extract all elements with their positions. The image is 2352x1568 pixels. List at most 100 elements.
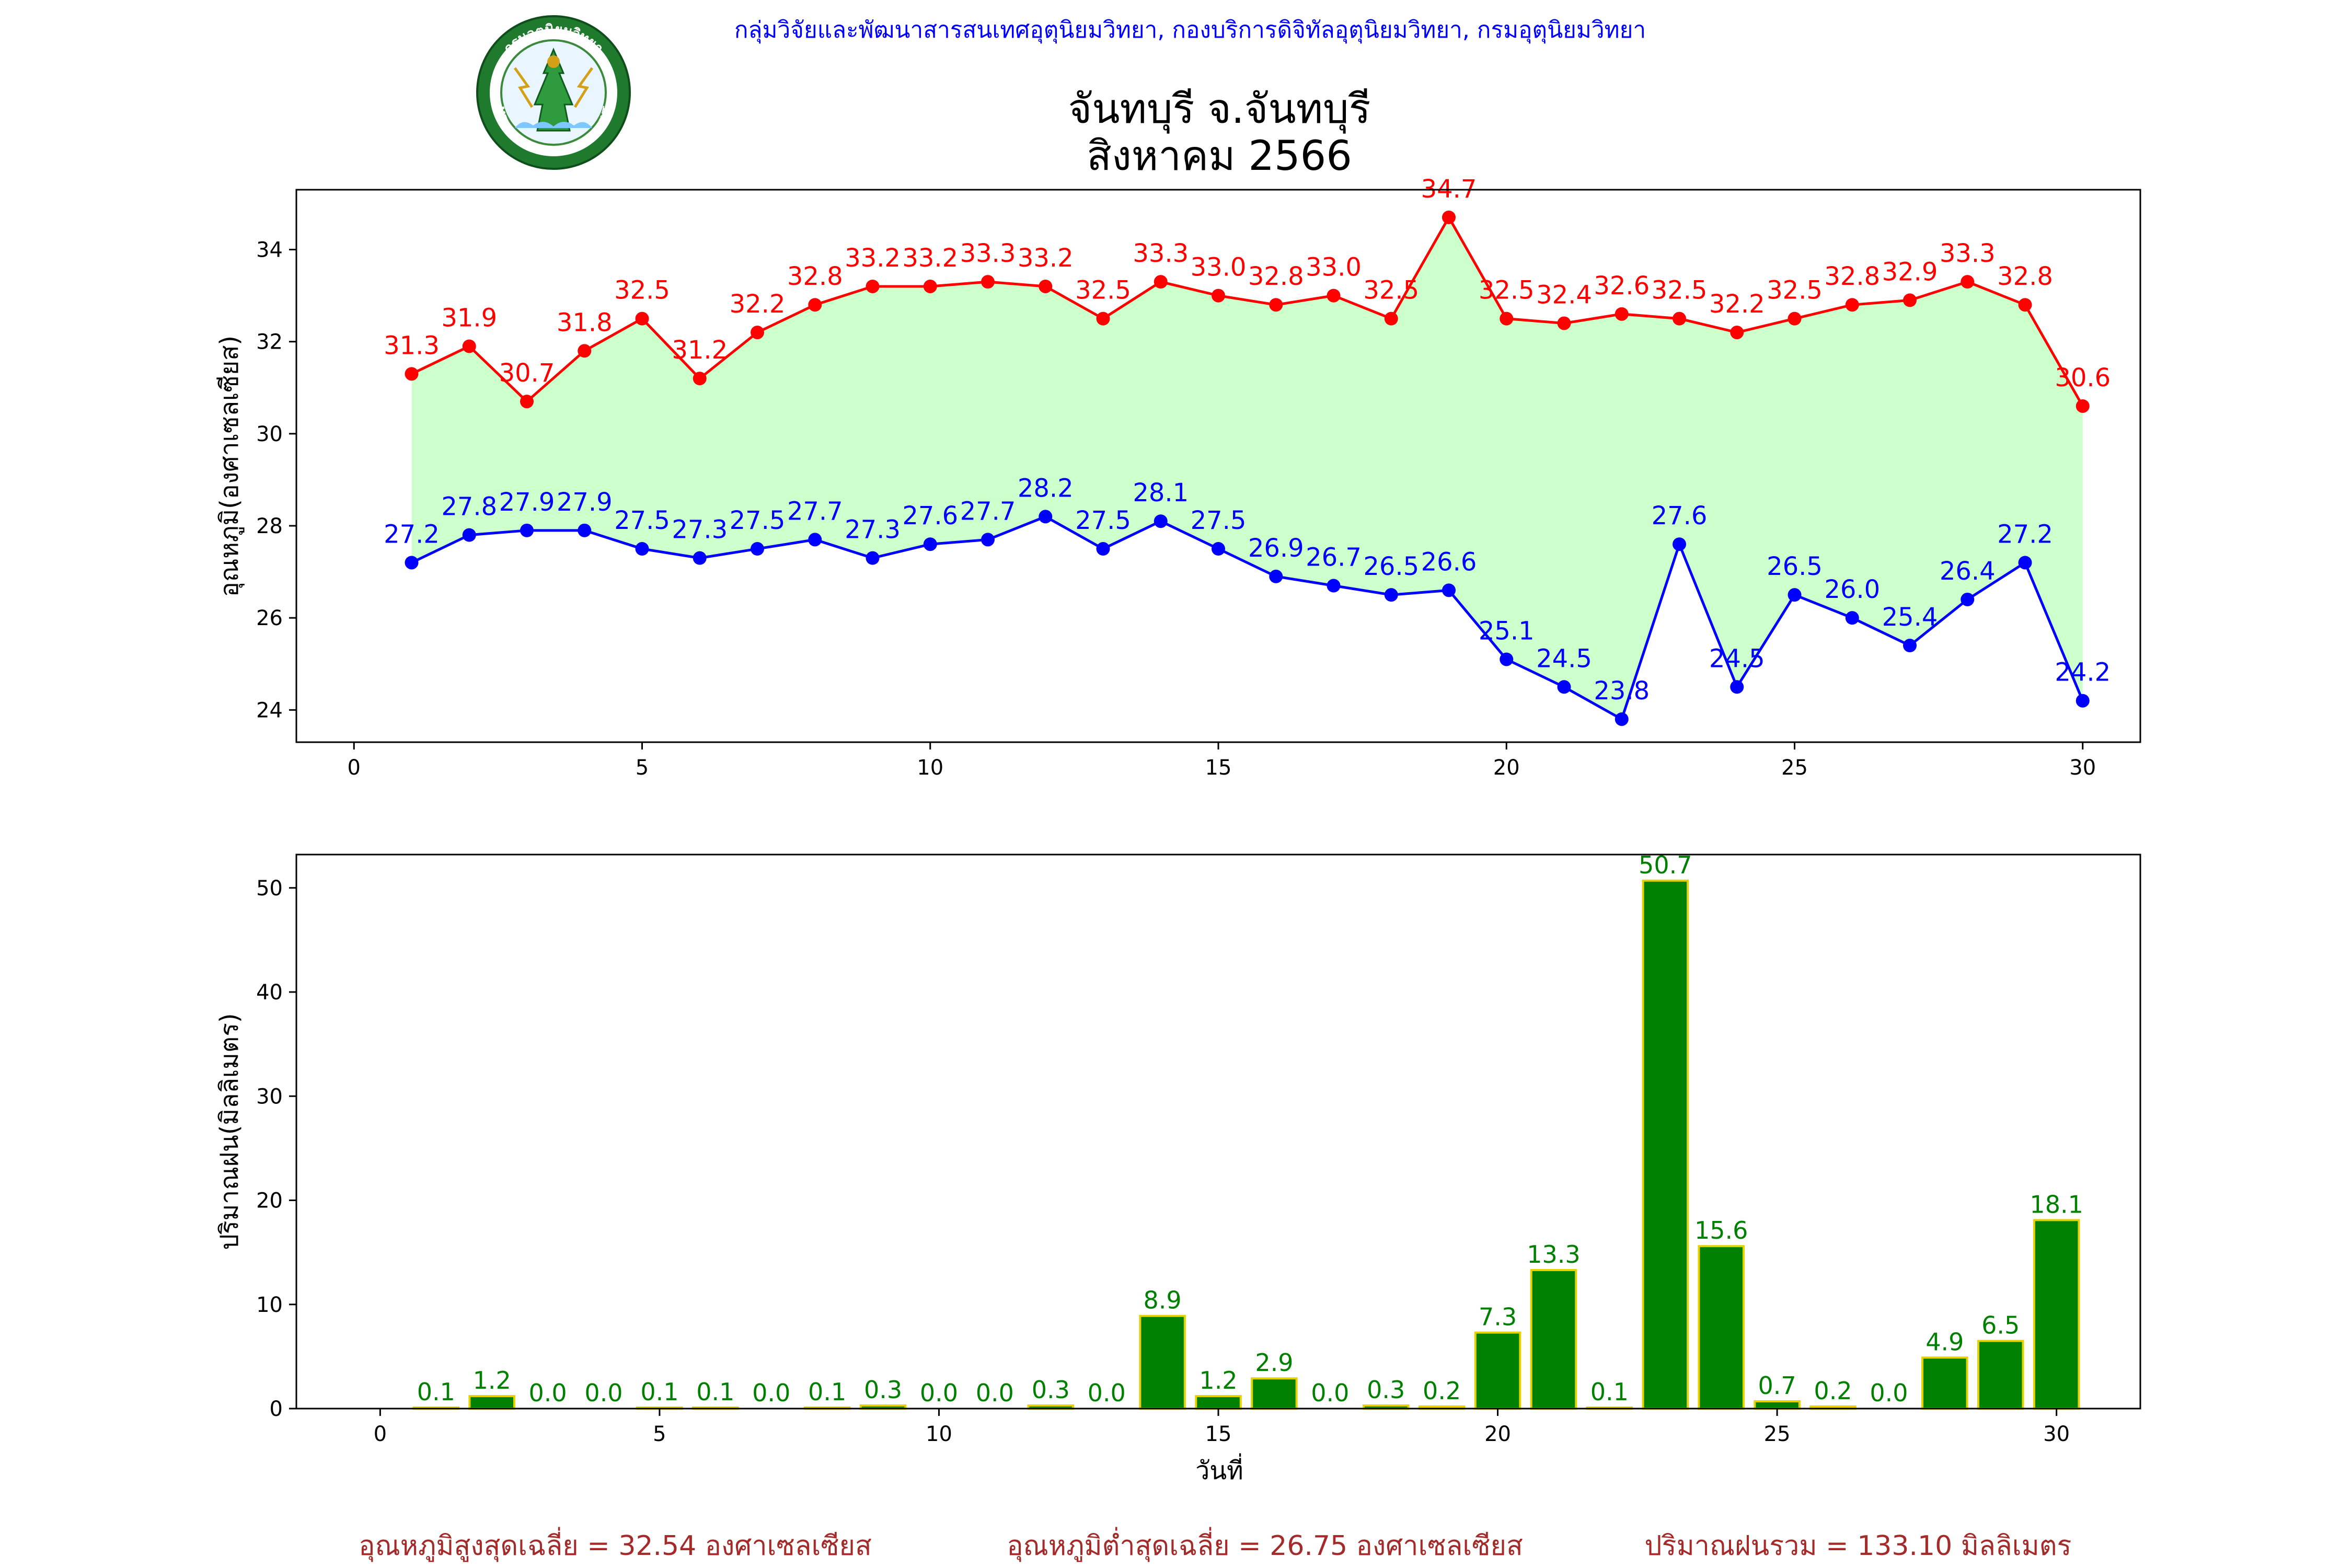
max-temp-data-label: 32.5 — [1767, 276, 1823, 305]
max-temp-point — [1845, 298, 1859, 312]
rainfall-plot-frame — [295, 854, 2141, 1410]
rainfall-y-tick-label: 20 — [256, 1189, 283, 1213]
max-temp-point — [1212, 289, 1225, 303]
min-temp-series-line — [411, 515, 2084, 721]
min-temp-data-label: 27.7 — [787, 497, 843, 526]
min-temp-point — [981, 533, 995, 547]
max-temp-point — [1673, 312, 1686, 326]
min-temp-point — [1269, 569, 1283, 583]
rainfall-y-tick-label: 0 — [270, 1397, 283, 1421]
rainfall-bar — [1698, 1245, 1745, 1410]
max-temp-point — [635, 312, 649, 326]
max-temp-point — [1500, 312, 1514, 326]
temperature-plot: 31.331.930.731.832.531.232.232.833.2 33.2… — [215, 175, 2141, 780]
max-temp-data-label: 32.2 — [730, 290, 786, 319]
rainfall-y-tick-label: 50 — [256, 877, 283, 901]
min-temp-data-label: 27.7 — [960, 497, 1016, 526]
temperature-x-tick-label: 10 — [917, 756, 943, 780]
max-temp-point — [808, 298, 822, 312]
max-temp-point — [1903, 293, 1917, 307]
min-temp-data-label: 26.7 — [1306, 543, 1362, 572]
rainfall-x-tick-label: 30 — [2043, 1422, 2070, 1446]
min-temp-data-label: 27.3 — [845, 515, 901, 545]
max-temp-data-label: 33.0 — [1306, 253, 1362, 282]
min-temp-point — [635, 542, 649, 556]
rainfall-bar — [2033, 1219, 2080, 1410]
rainfall-data-label: 0.0 — [1870, 1379, 1908, 1407]
max-temp-data-label: 33.2 — [1018, 244, 1074, 273]
rainfall-data-label: 2.9 — [1255, 1348, 1293, 1377]
temperature-x-tick-label: 20 — [1493, 756, 1520, 780]
temperature-y-ticks: 24 26 28 30 32 34 — [256, 238, 296, 722]
rainfall-data-label: 0.1 — [640, 1378, 678, 1406]
footer-avg-min-temp: อุณหภูมิต่ำสุดเฉลี่ย = 26.75 องศาเซลเซีย… — [1007, 1527, 1523, 1562]
min-temp-point — [751, 542, 764, 556]
max-temp-series-line — [411, 214, 2084, 407]
min-temp-point — [693, 551, 707, 565]
rainfall-data-label: 0.1 — [1590, 1378, 1629, 1406]
chart-title-line1: จันทบุรี จ.จันทบุรี — [1068, 86, 1371, 134]
min-temp-data-label: 25.1 — [1479, 616, 1535, 645]
rainfall-data-label: 0.3 — [1367, 1376, 1405, 1404]
max-temp-data-label: 33.3 — [1133, 239, 1189, 268]
min-temp-point — [1327, 579, 1341, 593]
min-temp-point — [1788, 588, 1802, 602]
min-temp-point — [1673, 537, 1686, 551]
max-temp-data-label: 32.8 — [1248, 262, 1304, 291]
min-temp-data-label: 25.4 — [1882, 603, 1938, 632]
min-temp-data-label: 28.2 — [1018, 474, 1074, 503]
max-temp-data-label: 31.3 — [384, 331, 440, 360]
min-temp-data-label: 27.9 — [557, 488, 613, 517]
rainfall-data-label: 0.1 — [696, 1378, 734, 1406]
min-temp-data-label: 26.6 — [1421, 547, 1477, 577]
rainfall-x-tick-label: 10 — [926, 1422, 952, 1446]
max-temp-data-label: 31.9 — [441, 303, 497, 332]
min-temp-point — [1384, 588, 1398, 602]
max-temp-data-label: 30.7 — [499, 359, 555, 388]
max-temp-point — [1327, 289, 1341, 303]
rainfall-data-label: 13.3 — [1527, 1240, 1580, 1269]
rainfall-bar — [1474, 1331, 1521, 1410]
logo-head-icon — [547, 55, 560, 68]
max-temp-data-label: 32.5 — [1363, 276, 1419, 305]
footer-total-rain: ปริมาณฝนรวม = 133.10 มิลลิเมตร — [1645, 1530, 2072, 1562]
rainfall-data-label: 15.6 — [1694, 1216, 1748, 1244]
min-temp-point — [1903, 639, 1917, 653]
min-temp-data-label: 27.5 — [1191, 506, 1247, 535]
rainfall-data-label: 0.0 — [529, 1379, 567, 1407]
rainfall-data-label: 0.0 — [976, 1379, 1014, 1407]
max-temp-data-label: 31.8 — [557, 308, 613, 337]
rainfall-bars-layer — [412, 879, 2080, 1410]
meteorological-department-seal-icon — [533, 48, 574, 132]
max-temp-data-label: 32.8 — [1997, 262, 2053, 291]
rainfall-bar — [1530, 1269, 1577, 1410]
rainfall-y-tick-label: 10 — [256, 1293, 283, 1317]
max-temp-point — [578, 344, 592, 358]
max-temp-data-label: 33.0 — [1191, 253, 1247, 282]
logo-cloud-icon — [515, 121, 592, 128]
rainfall-data-label: 6.5 — [1981, 1311, 2020, 1339]
max-temp-data-label: 30.6 — [2055, 363, 2111, 393]
rainfall-data-label: 1.2 — [473, 1366, 511, 1394]
rainfall-x-tick-label: 20 — [1484, 1422, 1511, 1446]
rainfall-data-label: 0.3 — [1032, 1376, 1070, 1404]
temperature-lines-layer — [411, 214, 2084, 721]
temperature-y-tick-label: 34 — [256, 238, 283, 262]
max-temp-data-label: 33.2 — [845, 244, 901, 273]
max-temp-data-label: 32.9 — [1882, 257, 1938, 286]
footer-avg-max-temp: อุณหภูมิสูงสุดเฉลี่ย = 32.54 องศาเซลเซีย… — [359, 1527, 872, 1562]
temperature-x-tick-label: 5 — [636, 756, 649, 780]
min-temp-point — [2018, 556, 2032, 570]
max-temp-point — [2076, 399, 2090, 413]
logo-lightning-right-icon — [573, 67, 594, 108]
min-temp-point — [1039, 510, 1053, 524]
min-temp-data-label: 24.2 — [2055, 658, 2111, 687]
rainfall-data-label: 0.0 — [752, 1379, 790, 1407]
min-temp-data-label: 24.5 — [1536, 644, 1592, 673]
min-temp-point — [808, 533, 822, 547]
temperature-x-tick-label: 30 — [2069, 756, 2096, 780]
temperature-range-fill — [411, 217, 2083, 719]
rainfall-data-label: 0.2 — [1423, 1377, 1461, 1405]
max-temp-point — [1039, 279, 1053, 293]
temperature-y-tick-label: 30 — [256, 422, 283, 446]
